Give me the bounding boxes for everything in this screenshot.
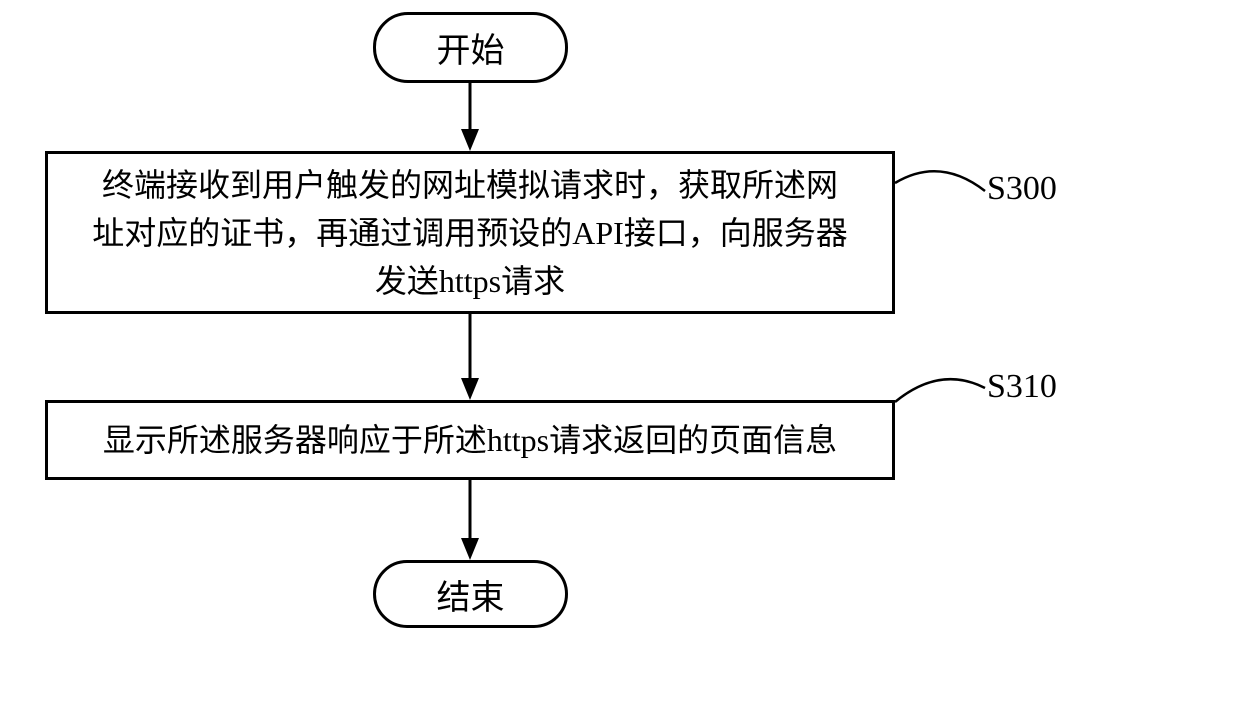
- step-label-s300: S300: [987, 170, 1057, 208]
- end-label: 结束: [437, 570, 505, 619]
- arrow-start-to-s300: [459, 83, 481, 151]
- start-terminal: 开始: [373, 12, 568, 83]
- start-label: 开始: [437, 23, 505, 72]
- process-s310: 显示所述服务器响应于所述https请求返回的页面信息: [45, 400, 895, 480]
- step-label-s310: S310: [987, 368, 1057, 406]
- end-terminal: 结束: [373, 560, 568, 628]
- s300-line-2: 址对应的证书，再通过调用预设的API接口，向服务器: [92, 209, 848, 257]
- callout-curve-s310: [895, 370, 990, 415]
- s300-line-1: 终端接收到用户触发的网址模拟请求时，获取所述网: [92, 161, 848, 209]
- process-s300: 终端接收到用户触发的网址模拟请求时，获取所述网 址对应的证书，再通过调用预设的A…: [45, 151, 895, 314]
- arrow-s300-to-s310: [459, 314, 481, 400]
- callout-curve-s300: [895, 163, 990, 208]
- s310-line-1: 显示所述服务器响应于所述https请求返回的页面信息: [103, 416, 837, 464]
- s300-line-3: 发送https请求: [92, 257, 848, 305]
- arrow-s310-to-end: [459, 480, 481, 560]
